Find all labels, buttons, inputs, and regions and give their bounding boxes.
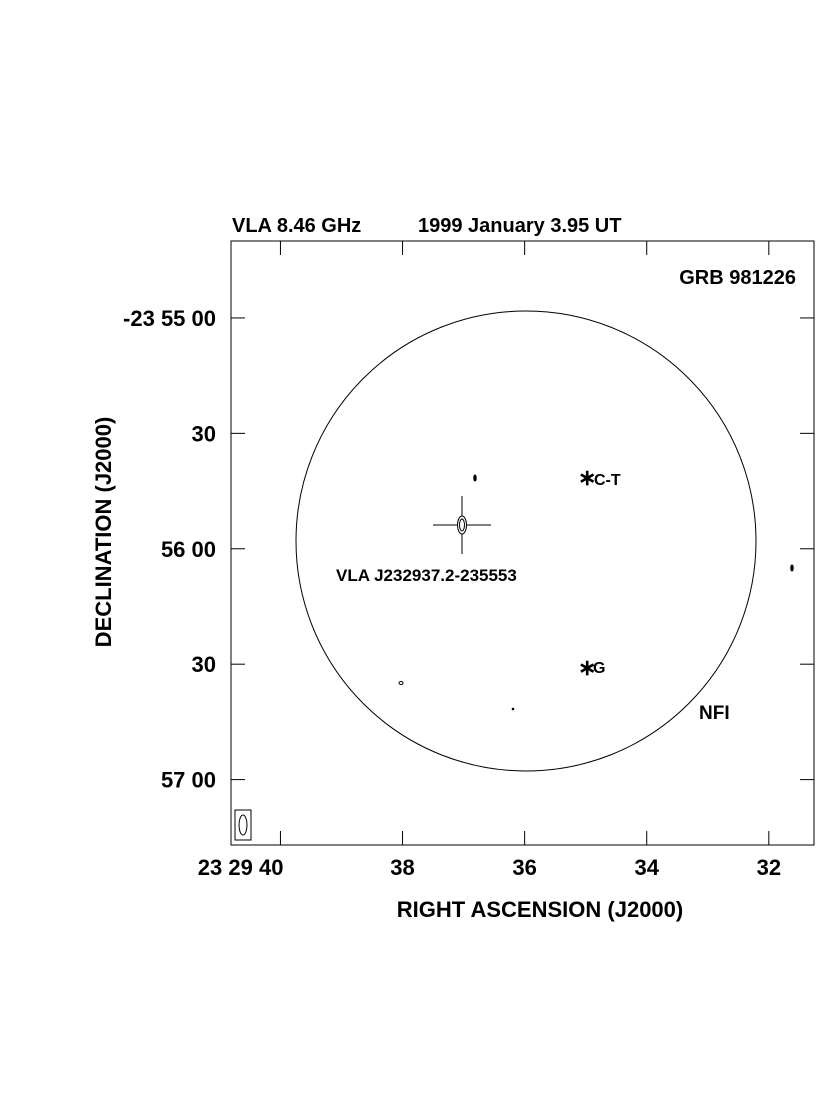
source xyxy=(234,474,794,841)
x-tick-label: 38 xyxy=(390,855,414,880)
x-tick-label: 34 xyxy=(634,855,659,880)
contour xyxy=(459,518,465,532)
contour xyxy=(398,681,404,685)
plot-frame xyxy=(230,240,815,846)
y-tick-label: 57 00 xyxy=(161,768,216,793)
star-marker: ∗ xyxy=(578,655,596,680)
beam-box xyxy=(234,809,252,841)
annotation: VLA J232937.2-235553 xyxy=(336,566,517,585)
contour xyxy=(511,707,515,711)
annotation: C-T xyxy=(594,472,621,489)
contour xyxy=(790,564,794,572)
nfi-circle xyxy=(295,310,757,772)
y-tick-label: 30 xyxy=(192,652,216,677)
chart-subtitle: 1999 January 3.95 UT xyxy=(418,215,621,237)
annotation: NFI xyxy=(699,703,730,724)
y-tick-label: -23 55 00 xyxy=(123,306,216,331)
x-tick-label: 23 29 40 xyxy=(198,855,284,880)
annotation: GRB 981226 xyxy=(679,267,796,289)
y-axis-label: DECLINATION (J2000) xyxy=(91,417,116,648)
y-tick-label: 30 xyxy=(192,421,216,446)
annotation: G xyxy=(593,660,605,677)
contour xyxy=(473,474,477,482)
y-tick-label: 56 00 xyxy=(161,537,216,562)
beam xyxy=(238,814,248,836)
x-tick-label: 36 xyxy=(512,855,536,880)
x-tick-label: 32 xyxy=(757,855,781,880)
chart-title: VLA 8.46 GHz xyxy=(232,215,361,237)
star-marker: ∗ xyxy=(578,465,596,490)
x-axis-label: RIGHT ASCENSION (J2000) xyxy=(397,897,683,922)
